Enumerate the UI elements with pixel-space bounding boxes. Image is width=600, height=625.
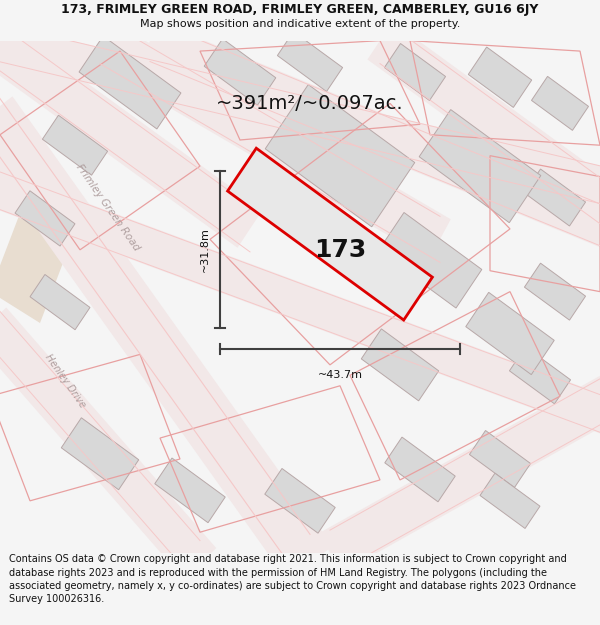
Polygon shape xyxy=(43,115,107,175)
Text: 173: 173 xyxy=(314,238,366,262)
Polygon shape xyxy=(524,263,586,320)
Polygon shape xyxy=(0,96,332,581)
Polygon shape xyxy=(532,76,589,131)
Polygon shape xyxy=(155,458,225,522)
Text: Contains OS data © Crown copyright and database right 2021. This information is : Contains OS data © Crown copyright and d… xyxy=(9,554,576,604)
Polygon shape xyxy=(468,47,532,108)
Text: ~391m²/~0.097ac.: ~391m²/~0.097ac. xyxy=(216,94,404,113)
Text: ~31.8m: ~31.8m xyxy=(200,228,210,272)
Text: Frimley Green Road: Frimley Green Road xyxy=(74,162,142,253)
Polygon shape xyxy=(277,31,343,91)
Text: ~43.7m: ~43.7m xyxy=(317,370,362,380)
Polygon shape xyxy=(0,187,80,323)
Polygon shape xyxy=(466,292,554,374)
Polygon shape xyxy=(0,308,216,579)
Polygon shape xyxy=(367,22,600,227)
Polygon shape xyxy=(143,21,600,248)
Polygon shape xyxy=(15,191,75,246)
Polygon shape xyxy=(385,437,455,502)
Polygon shape xyxy=(509,347,571,404)
Polygon shape xyxy=(204,39,276,105)
Polygon shape xyxy=(320,376,600,573)
Text: 173, FRIMLEY GREEN ROAD, FRIMLEY GREEN, CAMBERLEY, GU16 6JY: 173, FRIMLEY GREEN ROAD, FRIMLEY GREEN, … xyxy=(61,3,539,16)
Polygon shape xyxy=(524,169,586,226)
Polygon shape xyxy=(89,21,451,259)
Text: Map shows position and indicative extent of the property.: Map shows position and indicative extent… xyxy=(140,19,460,29)
Text: Henley Drive: Henley Drive xyxy=(43,352,87,409)
Polygon shape xyxy=(30,274,90,330)
Polygon shape xyxy=(361,329,439,401)
Polygon shape xyxy=(61,418,139,490)
Polygon shape xyxy=(469,431,530,488)
Polygon shape xyxy=(385,44,446,101)
Polygon shape xyxy=(265,469,335,533)
Polygon shape xyxy=(79,36,181,129)
Polygon shape xyxy=(0,22,600,206)
Polygon shape xyxy=(0,169,600,435)
Polygon shape xyxy=(419,109,541,222)
Polygon shape xyxy=(227,148,433,320)
Polygon shape xyxy=(480,473,540,529)
Polygon shape xyxy=(378,213,482,308)
Polygon shape xyxy=(0,22,263,248)
Polygon shape xyxy=(265,84,415,227)
